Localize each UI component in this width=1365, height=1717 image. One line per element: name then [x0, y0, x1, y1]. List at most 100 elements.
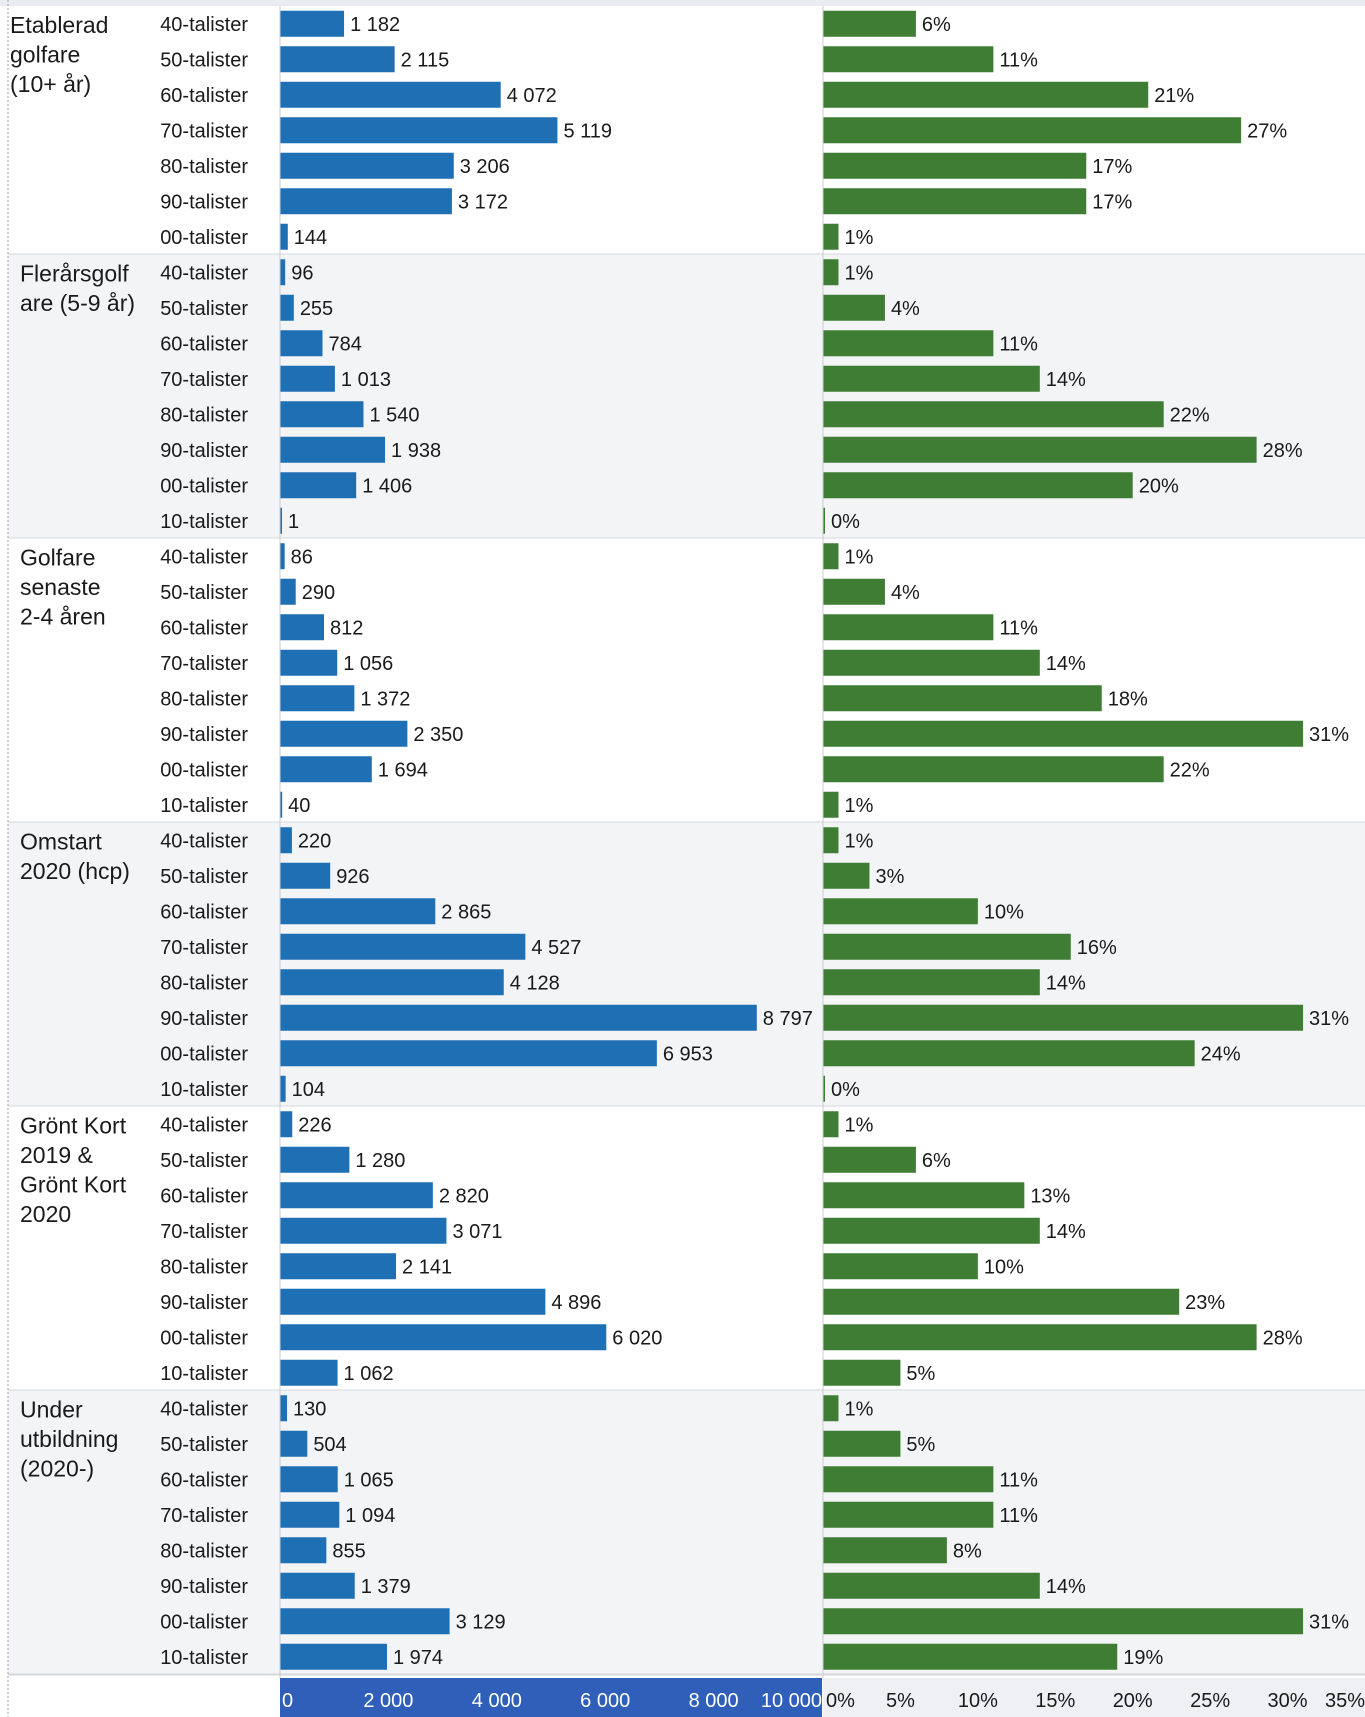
count-data-label: 5 119 — [563, 120, 612, 142]
count-data-label: 255 — [300, 298, 333, 320]
count-axis-tick: 2 000 — [363, 1690, 413, 1712]
category-label: 00-talister — [160, 475, 248, 497]
share-data-label: 3% — [875, 866, 904, 888]
share-data-label: 14% — [1046, 1576, 1086, 1598]
count-data-label: 1 372 — [360, 688, 410, 710]
share-bar — [823, 507, 825, 534]
share-data-label: 5% — [906, 1363, 935, 1385]
group-label: (2020-) — [20, 1456, 94, 1482]
count-data-label: 3 172 — [458, 191, 508, 213]
count-bar — [280, 1572, 355, 1599]
count-data-label: 2 141 — [402, 1256, 452, 1278]
count-bar — [280, 117, 558, 144]
count-data-label: 504 — [313, 1434, 346, 1456]
category-label: 40-talister — [160, 1398, 248, 1420]
count-bar — [280, 1643, 387, 1670]
count-bar — [280, 81, 501, 108]
category-label: 60-talister — [160, 85, 248, 107]
category-label: 90-talister — [160, 724, 248, 746]
share-bar — [823, 543, 839, 570]
share-bar — [823, 1324, 1257, 1351]
count-data-label: 104 — [292, 1079, 325, 1101]
share-data-label: 24% — [1201, 1043, 1241, 1065]
count-data-label: 1 056 — [343, 653, 393, 675]
share-axis-band — [823, 1678, 1365, 1717]
count-data-label: 1 065 — [344, 1469, 394, 1491]
count-bar — [280, 578, 296, 605]
share-bar — [823, 401, 1164, 428]
share-data-label: 14% — [1046, 972, 1086, 994]
count-bar — [280, 436, 386, 463]
category-label: 80-talister — [160, 688, 248, 710]
count-data-label: 784 — [328, 333, 361, 355]
category-label: 60-talister — [160, 901, 248, 923]
share-bar — [823, 1111, 839, 1138]
count-data-label: 1 694 — [378, 759, 428, 781]
share-bar — [823, 1288, 1180, 1315]
count-data-label: 1 974 — [393, 1647, 443, 1669]
count-bar — [280, 330, 323, 357]
share-bar — [823, 10, 916, 37]
share-data-label: 10% — [984, 901, 1024, 923]
category-label: 50-talister — [160, 866, 248, 888]
category-label: 40-talister — [160, 830, 248, 852]
share-data-label: 17% — [1092, 191, 1132, 213]
count-bar — [280, 259, 286, 286]
share-bar — [823, 1217, 1040, 1244]
share-data-label: 20% — [1139, 475, 1179, 497]
group-label: Under — [20, 1397, 83, 1423]
share-data-label: 0% — [831, 511, 860, 533]
category-label: 90-talister — [160, 440, 248, 462]
share-bar — [823, 614, 994, 641]
category-label: 70-talister — [160, 1221, 248, 1243]
share-bar — [823, 1430, 901, 1457]
category-label: 50-talister — [160, 298, 248, 320]
category-label: 80-talister — [160, 404, 248, 426]
count-bar — [280, 720, 408, 747]
share-data-label: 22% — [1170, 759, 1210, 781]
count-data-label: 4 072 — [507, 85, 557, 107]
top-stripe — [0, 0, 1365, 6]
group-label: 2020 — [20, 1201, 71, 1227]
category-label: 70-talister — [160, 1505, 248, 1527]
category-label: 80-talister — [160, 972, 248, 994]
share-bar — [823, 1395, 839, 1422]
share-data-label: 11% — [999, 1505, 1038, 1527]
share-data-label: 1% — [844, 795, 873, 817]
count-axis-tick: 10 000 — [761, 1690, 822, 1712]
share-data-label: 11% — [999, 333, 1038, 355]
category-label: 40-talister — [160, 546, 248, 568]
count-bar — [280, 1608, 450, 1635]
category-label: 80-talister — [160, 1256, 248, 1278]
category-label: 70-talister — [160, 653, 248, 675]
group-label: 2-4 åren — [20, 604, 106, 630]
count-bar — [280, 46, 395, 73]
share-bar — [823, 1146, 916, 1173]
share-data-label: 17% — [1092, 156, 1132, 178]
share-bar — [823, 188, 1087, 215]
count-bar — [280, 472, 357, 499]
category-label: 50-talister — [160, 582, 248, 604]
count-bar — [280, 1359, 338, 1386]
count-bar — [280, 969, 504, 996]
share-data-label: 6% — [922, 14, 951, 36]
group-label: 2020 (hcp) — [20, 858, 130, 884]
group-label: Etablerad — [10, 12, 108, 38]
share-data-label: 14% — [1046, 1221, 1086, 1243]
group-label: golfare — [10, 42, 80, 68]
count-bar — [280, 1217, 447, 1244]
count-bar — [280, 223, 288, 250]
count-data-label: 8 797 — [763, 1008, 813, 1030]
share-bar — [823, 791, 839, 818]
count-data-label: 2 820 — [439, 1185, 489, 1207]
category-label: 40-talister — [160, 262, 248, 284]
category-label: 60-talister — [160, 333, 248, 355]
share-axis-tick: 25% — [1190, 1690, 1230, 1712]
group-label: 2019 & — [20, 1142, 93, 1168]
count-bar — [280, 1537, 327, 1564]
count-bar — [280, 791, 283, 818]
count-data-label: 290 — [302, 582, 335, 604]
share-bar — [823, 1572, 1040, 1599]
share-axis-tick: 35% — [1325, 1690, 1365, 1712]
